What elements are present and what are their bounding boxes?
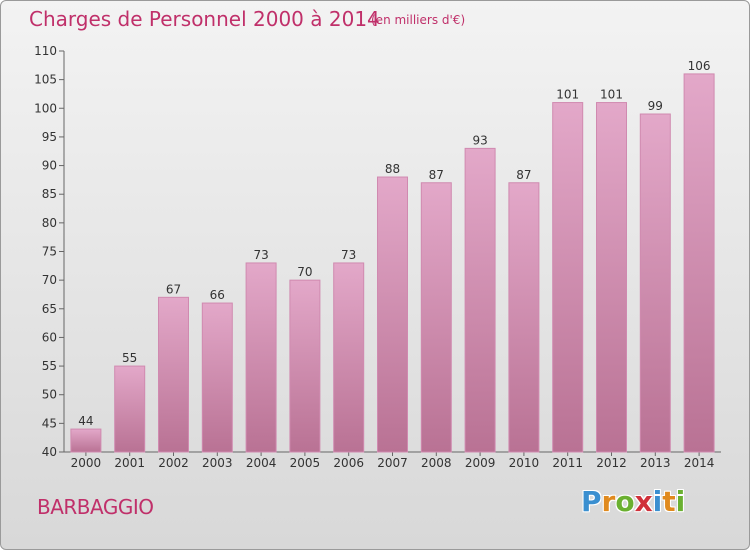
y-tick-label: 110 bbox=[34, 44, 57, 58]
data-label: 87 bbox=[429, 168, 444, 182]
x-tick-label: 2007 bbox=[377, 456, 408, 470]
data-label: 44 bbox=[78, 414, 93, 428]
data-label: 70 bbox=[297, 265, 312, 279]
data-label: 87 bbox=[516, 168, 531, 182]
bar bbox=[158, 296, 189, 453]
y-tick-label: 70 bbox=[42, 273, 57, 287]
y-tick-label: 55 bbox=[42, 359, 57, 373]
x-tick-label: 2013 bbox=[640, 456, 671, 470]
logo-letter: i bbox=[675, 485, 686, 518]
x-tick-label: 2005 bbox=[290, 456, 321, 470]
bar bbox=[114, 365, 146, 453]
y-tick-label: 80 bbox=[42, 216, 57, 230]
bar bbox=[596, 102, 627, 453]
proxiti-logo: Proxiti bbox=[581, 485, 685, 518]
x-tick-label: 2004 bbox=[246, 456, 277, 470]
y-tick-label: 95 bbox=[42, 130, 57, 144]
bar bbox=[333, 262, 365, 453]
x-tick-label: 2002 bbox=[158, 456, 189, 470]
data-label: 88 bbox=[385, 162, 400, 176]
chart-title: Charges de Personnel 2000 à 2014 bbox=[29, 7, 380, 31]
bar bbox=[289, 279, 321, 453]
y-tick-label: 85 bbox=[42, 187, 57, 201]
x-tick-label: 2001 bbox=[114, 456, 145, 470]
y-tick-label: 65 bbox=[42, 302, 57, 316]
x-tick-label: 2014 bbox=[684, 456, 715, 470]
bar bbox=[508, 182, 540, 453]
logo-letter: P bbox=[581, 485, 602, 518]
chart-bars bbox=[70, 73, 715, 453]
data-label: 101 bbox=[600, 88, 623, 102]
y-tick-label: 45 bbox=[42, 416, 57, 430]
logo-letter: t bbox=[662, 485, 676, 518]
logo-letter: o bbox=[615, 485, 635, 518]
bar bbox=[245, 262, 277, 453]
y-tick-label: 90 bbox=[42, 159, 57, 173]
x-tick-label: 2008 bbox=[421, 456, 452, 470]
bar bbox=[420, 182, 452, 453]
bar bbox=[639, 113, 671, 453]
bar bbox=[70, 428, 102, 453]
bar bbox=[552, 102, 584, 453]
data-label: 73 bbox=[253, 248, 268, 262]
data-label: 101 bbox=[556, 88, 579, 102]
data-label: 93 bbox=[472, 133, 487, 147]
y-tick-label: 100 bbox=[34, 101, 57, 115]
data-label: 73 bbox=[341, 248, 356, 262]
logo-letter: r bbox=[601, 485, 616, 518]
x-tick-label: 2011 bbox=[552, 456, 583, 470]
chart-labels: 2000 44 2001 55 2002 67 2003 66 2004 73 2005 70 2006… bbox=[71, 59, 715, 470]
data-label: 55 bbox=[122, 351, 137, 365]
y-tick-label: 105 bbox=[34, 73, 57, 87]
y-tick-label: 40 bbox=[42, 445, 57, 459]
chart-axes: 40 45 50 55 60 65 70 75 80 85 90 95 100 105 110 bbox=[34, 44, 721, 459]
data-label: 67 bbox=[166, 282, 181, 296]
x-tick-label: 2003 bbox=[202, 456, 233, 470]
x-tick-label: 2012 bbox=[596, 456, 627, 470]
x-tick-label: 2006 bbox=[333, 456, 364, 470]
bar bbox=[683, 73, 715, 453]
logo-letter: x bbox=[634, 485, 653, 518]
data-label: 106 bbox=[688, 59, 711, 73]
x-tick-label: 2009 bbox=[465, 456, 496, 470]
chart-subtitle: (en milliers d'€) bbox=[371, 13, 466, 27]
data-label: 99 bbox=[648, 99, 663, 113]
bar bbox=[201, 302, 233, 453]
logo-letter: i bbox=[652, 485, 663, 518]
y-tick-label: 75 bbox=[42, 245, 57, 259]
x-tick-label: 2010 bbox=[509, 456, 540, 470]
x-tick-label: 2000 bbox=[71, 456, 102, 470]
y-tick-label: 50 bbox=[42, 388, 57, 402]
data-label: 66 bbox=[210, 288, 225, 302]
commune-name: BARBAGGIO bbox=[37, 495, 154, 519]
y-tick-label: 60 bbox=[42, 330, 57, 344]
bar bbox=[464, 147, 496, 453]
bar bbox=[377, 176, 408, 453]
